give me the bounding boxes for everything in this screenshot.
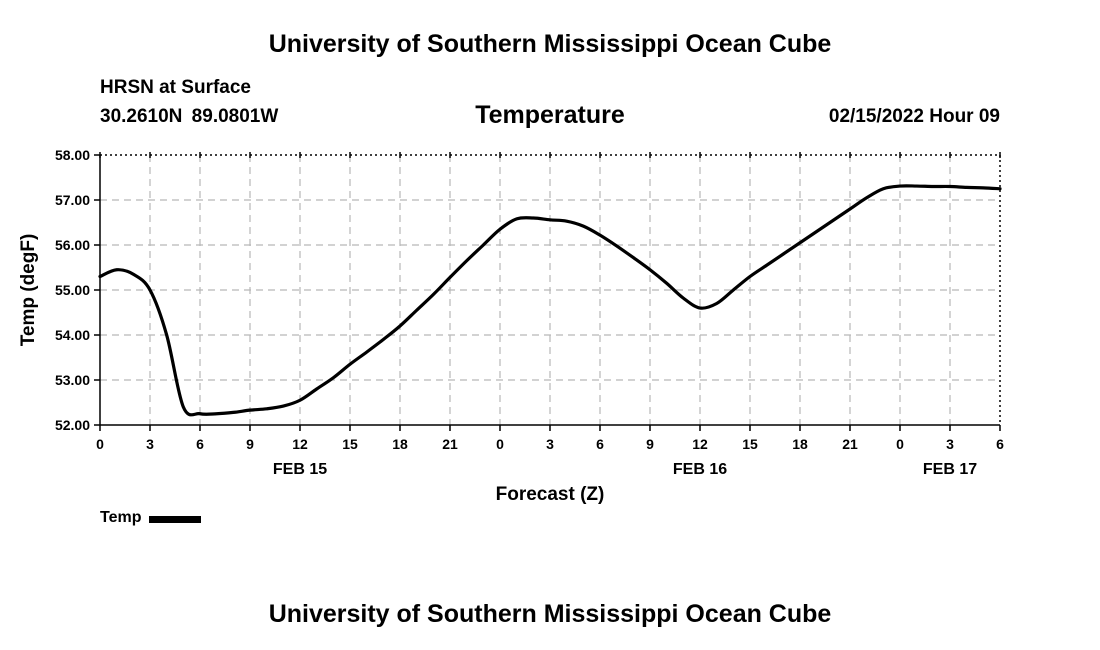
x-tick-label: 21 [442,436,458,452]
x-tick-label: 0 [496,436,504,452]
x-tick-label: 9 [246,436,254,452]
legend-label: Temp [100,509,142,526]
y-tick-label: 52.00 [55,417,90,433]
x-tick-label: 3 [546,436,554,452]
y-axis-title: Temp (degF) [18,234,39,347]
chart-title: University of Southern Mississippi Ocean… [268,30,832,58]
x-tick-label: 0 [896,436,904,452]
station-name: HRSN at Surface [100,77,251,98]
x-tick-label: 18 [792,436,808,452]
legend-swatch [149,516,202,523]
axis-labels: 52.00 53.00 54.00 55.00 56.00 57.00 58.00 0 3 6 9 1… [18,147,1004,505]
x-axis-title: Forecast (Z) [496,484,605,505]
x-tick-label: 6 [596,436,604,452]
date-label: FEB 17 [923,461,977,478]
footer-title: University of Southern Mississippi Ocean… [268,600,832,628]
y-tick-label: 58.00 [55,147,90,163]
x-tick-label: 12 [292,436,308,452]
date-label: FEB 16 [673,461,727,478]
x-tick-label: 3 [946,436,954,452]
y-tick-label: 53.00 [55,372,90,388]
x-tick-label: 15 [342,436,358,452]
x-tick-label: 15 [742,436,758,452]
forecast-datetime: 02/15/2022 Hour 09 [828,106,1000,127]
x-tick-label: 9 [646,436,654,452]
y-tick-label: 56.00 [55,237,90,253]
x-tick-label: 6 [996,436,1004,452]
x-tick-label: 3 [146,436,154,452]
x-tick-label: 12 [692,436,708,452]
x-tick-label: 21 [842,436,858,452]
legend: Temp [100,509,202,527]
date-label: FEB 15 [273,461,327,478]
x-tick-label: 6 [196,436,204,452]
grid [100,155,1000,425]
series-line-temp [98,184,1002,417]
parameter-title: Temperature [475,101,625,129]
y-tick-label: 54.00 [55,327,90,343]
x-tick-label: 0 [96,436,104,452]
series [98,184,1002,417]
y-tick-label: 57.00 [55,192,90,208]
axes [94,152,1001,431]
x-tick-label: 18 [392,436,408,452]
station-coordinates: 30.2610N 89.0801W [100,106,279,127]
y-tick-label: 55.00 [55,282,90,298]
